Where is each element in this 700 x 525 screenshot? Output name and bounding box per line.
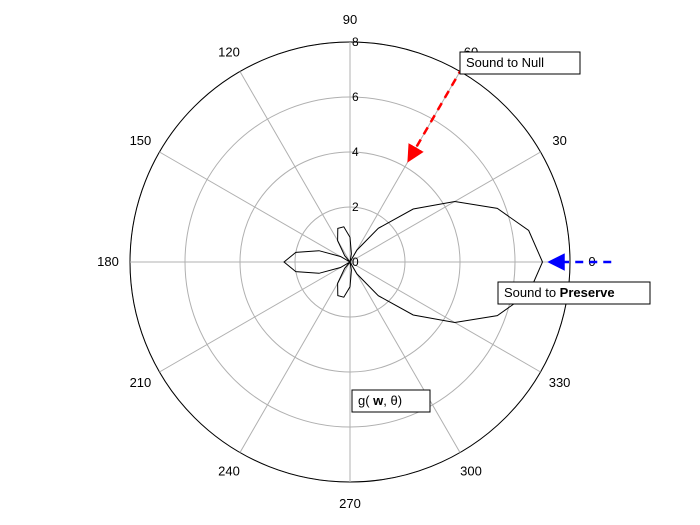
svg-text:210: 210: [130, 375, 152, 390]
radial-labels: 02468: [352, 35, 359, 269]
legend-sound-null-label: Sound to Null: [466, 55, 544, 70]
svg-text:330: 330: [549, 375, 571, 390]
svg-text:120: 120: [218, 44, 240, 59]
legend-beampattern-label: g( w, θ): [358, 393, 402, 408]
svg-text:8: 8: [352, 35, 359, 49]
svg-text:30: 30: [552, 133, 566, 148]
svg-text:180: 180: [97, 254, 119, 269]
polar-chart: 0306090120150180210240270300330 02468 So…: [0, 0, 700, 525]
legend-sound-preserve-label: Sound to Preserve: [504, 285, 615, 300]
svg-text:150: 150: [130, 133, 152, 148]
svg-text:4: 4: [352, 145, 359, 159]
svg-text:270: 270: [339, 496, 361, 511]
svg-text:90: 90: [343, 12, 357, 27]
legend-boxes: Sound to Null Sound to Preserve g( w, θ): [352, 52, 650, 412]
svg-text:300: 300: [460, 464, 482, 479]
svg-text:240: 240: [218, 464, 240, 479]
direction-arrows: [409, 67, 611, 262]
svg-text:2: 2: [352, 200, 359, 214]
svg-text:6: 6: [352, 90, 359, 104]
